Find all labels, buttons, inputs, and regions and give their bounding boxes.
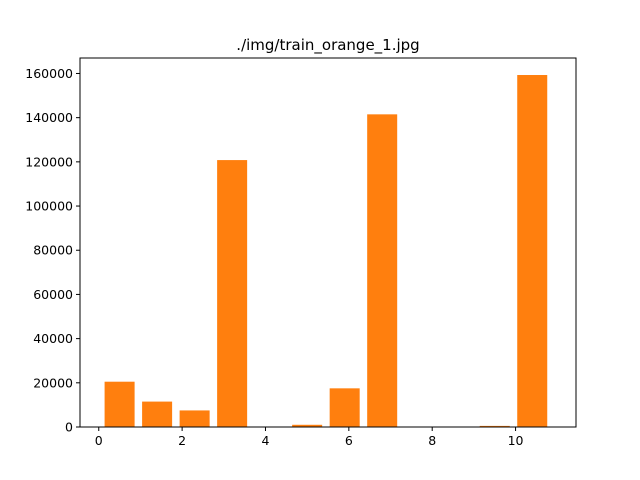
bar-11 <box>517 75 548 428</box>
x-tick-label: 8 <box>428 433 436 448</box>
bar-5 <box>292 424 323 427</box>
bars-layer <box>104 75 548 428</box>
x-tick-label: 10 <box>508 433 524 448</box>
axes-layer: 0 2 4 6 8 10 0 20000 40000 60000 80000 100000 120000… <box>25 66 523 448</box>
y-tick-label: 100000 <box>25 199 73 214</box>
x-tick-label: 0 <box>95 433 103 448</box>
bar-7 <box>367 114 398 428</box>
chart-title: ./img/train_orange_1.jpg <box>236 36 419 55</box>
bar-10 <box>479 425 510 427</box>
bar-1 <box>142 401 173 427</box>
x-tick-label: 2 <box>178 433 186 448</box>
y-tick-label: 20000 <box>33 375 73 390</box>
bar-3 <box>217 160 248 427</box>
y-tick-label: 120000 <box>25 154 73 169</box>
y-tick-label: 0 <box>65 420 73 435</box>
x-tick-label: 6 <box>345 433 353 448</box>
y-tick-label: 160000 <box>25 66 73 81</box>
y-tick-label: 80000 <box>33 243 73 258</box>
bar-0 <box>104 381 135 427</box>
bar-6 <box>329 388 360 427</box>
y-tick-label: 60000 <box>33 287 73 302</box>
plot-area-frame <box>79 57 577 428</box>
x-tick-label: 4 <box>262 433 270 448</box>
y-tick-label: 40000 <box>33 331 73 346</box>
bar-2 <box>179 410 210 427</box>
y-tick-label: 140000 <box>25 110 73 125</box>
